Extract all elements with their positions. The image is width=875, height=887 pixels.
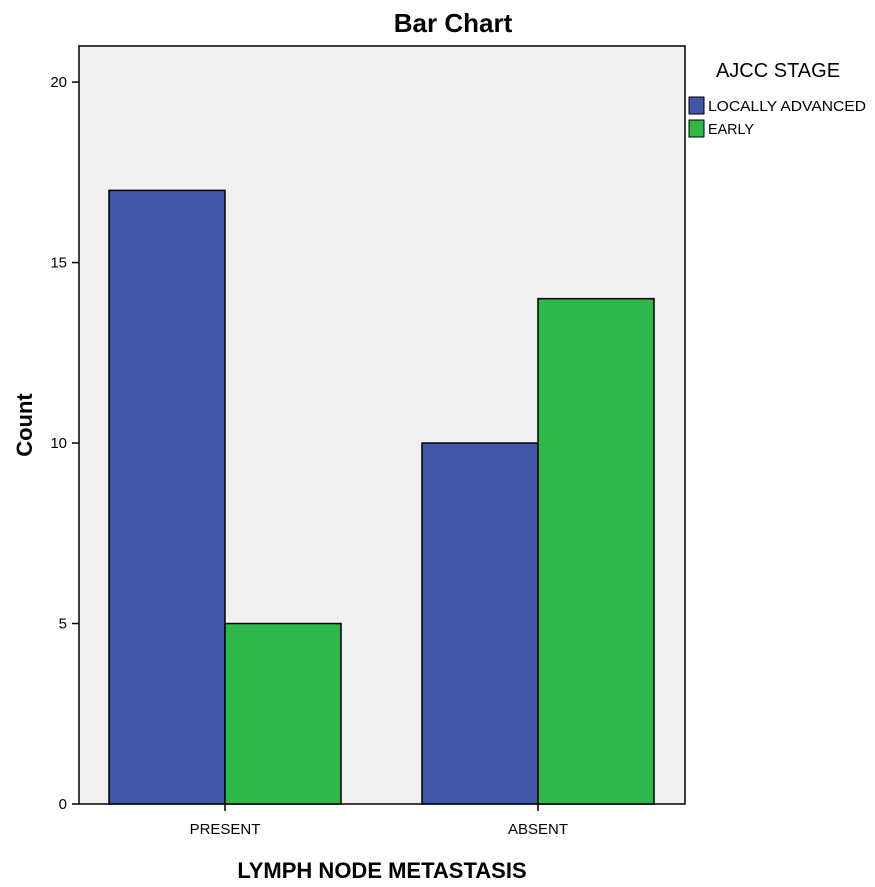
y-tick-label: 20 <box>50 74 67 91</box>
y-axis-title: Count <box>12 393 37 457</box>
x-tick-label-present: PRESENT <box>190 821 261 838</box>
legend-items: LOCALLY ADVANCED EARLY <box>688 96 866 138</box>
chart-title: Bar Chart <box>394 8 513 38</box>
bars-group <box>108 189 655 805</box>
legend: AJCC STAGE LOCALLY ADVANCED EARLY <box>688 60 866 138</box>
y-tick-label: 15 <box>50 255 67 272</box>
legend-title: AJCC STAGE <box>716 60 840 82</box>
bar-present-early <box>224 622 342 805</box>
legend-label-early: EARLY <box>708 121 754 138</box>
y-axis: 0 5 10 15 20 <box>50 74 79 813</box>
y-tick-label: 10 <box>50 435 67 452</box>
y-tick-label: 5 <box>59 616 67 633</box>
x-tick-label-absent: ABSENT <box>508 821 568 838</box>
legend-swatch-locally-advanced <box>688 96 705 115</box>
legend-label-locally-advanced: LOCALLY ADVANCED <box>708 98 866 115</box>
x-axis: PRESENT ABSENT <box>190 804 568 838</box>
x-axis-title: LYMPH NODE METASTASIS <box>237 858 526 883</box>
legend-swatch-early <box>688 119 705 138</box>
bar-absent-locally-advanced <box>421 442 539 805</box>
bar-absent-early <box>537 297 655 805</box>
y-tick-label: 0 <box>59 796 67 813</box>
bar-present-locally-advanced <box>108 189 226 805</box>
